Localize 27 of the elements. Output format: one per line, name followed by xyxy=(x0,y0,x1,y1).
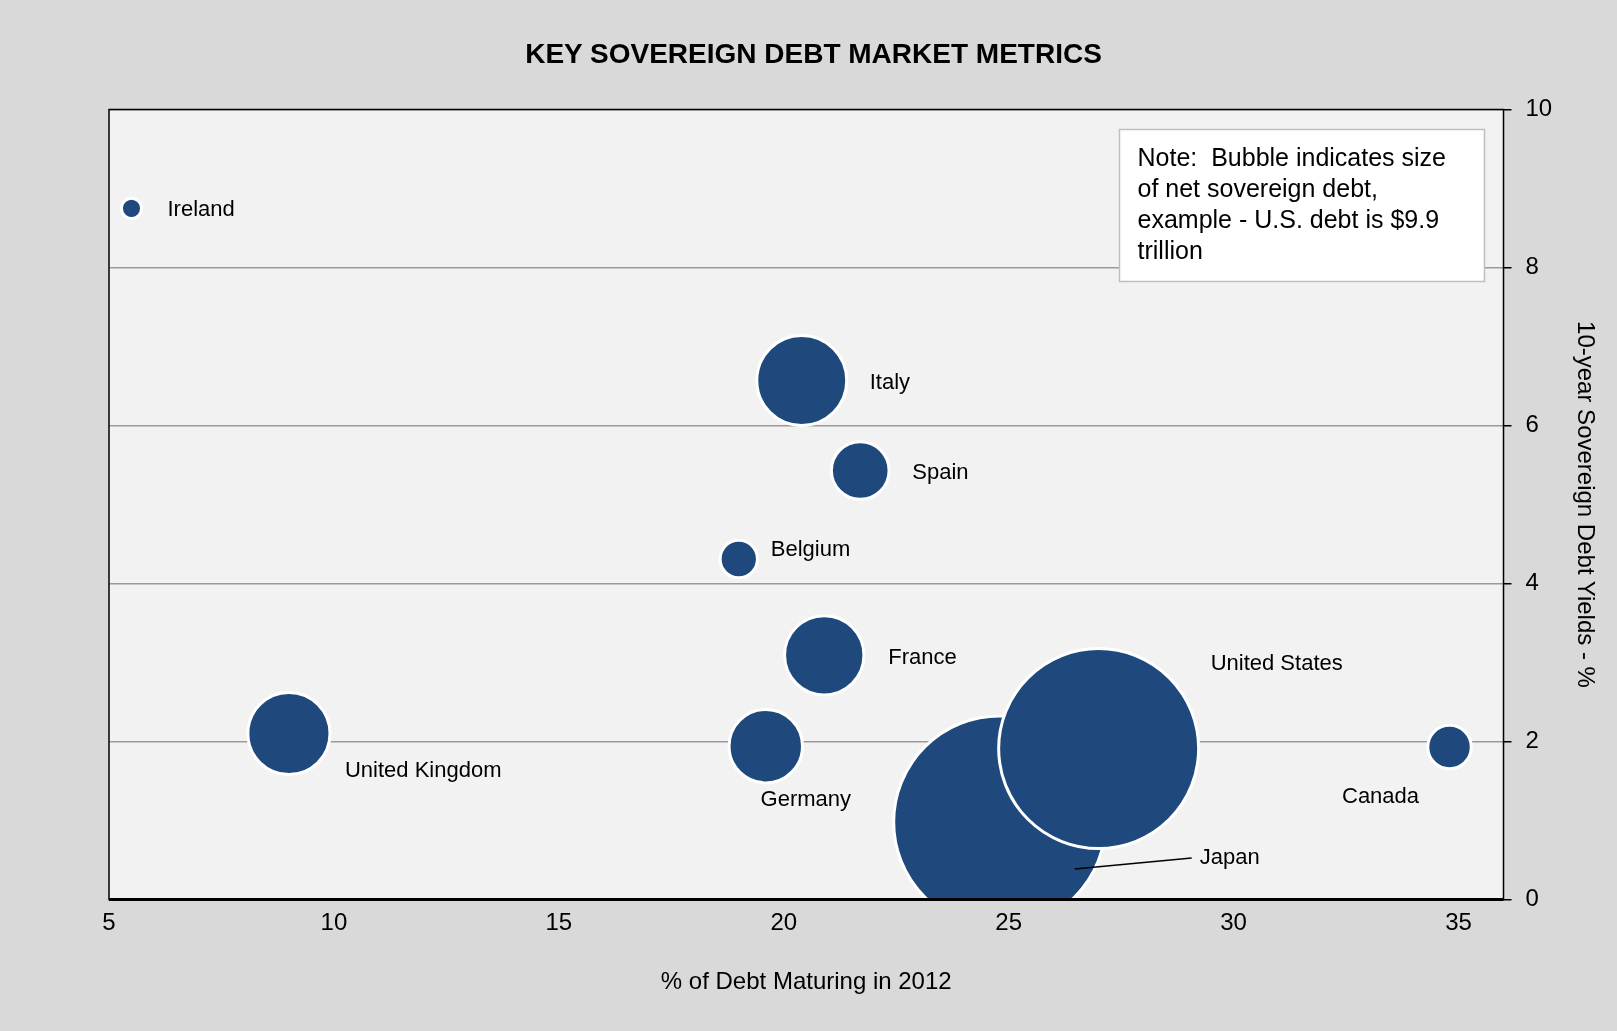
y-tick-label: 4 xyxy=(1525,568,1539,596)
series-label: Canada xyxy=(1341,783,1420,809)
series-label: Germany xyxy=(760,786,852,812)
series-label: Italy xyxy=(869,368,911,394)
y-tick-label: 8 xyxy=(1525,252,1539,280)
y2-axis-title: 10-year Sovereign Debt Yields - % xyxy=(1572,321,1600,688)
x-tick-label: 10 xyxy=(320,908,348,936)
y-tick-label: 2 xyxy=(1525,726,1539,754)
text: Japan xyxy=(1199,844,1260,870)
y-tick-label: 0 xyxy=(1525,884,1539,912)
chart-title: KEY SOVEREIGN DEBT MARKET METRICS xyxy=(525,37,1102,69)
y-tick-label: 10 xyxy=(1525,94,1553,122)
x-axis-title: % of Debt Maturing in 2012 xyxy=(660,967,952,995)
x-tick-label: 35 xyxy=(1445,908,1472,936)
series-label: France xyxy=(888,644,957,670)
x-tick-label: 30 xyxy=(1220,908,1247,936)
series-label: Ireland xyxy=(167,196,235,222)
series-label: United Kingdom xyxy=(344,756,502,782)
x-tick-label: 25 xyxy=(995,908,1023,936)
x-tick-label: 15 xyxy=(545,908,573,936)
x-tick-label: 20 xyxy=(770,908,798,936)
x-tick-label: 5 xyxy=(102,908,116,936)
series-label: Spain xyxy=(912,458,969,484)
annotation: Note: Bubble indicates size of net sovereign debt, example - U.S. debt is $9.9 trillion xyxy=(1137,142,1447,264)
y-tick-label: 6 xyxy=(1525,410,1539,438)
series-label: Belgium xyxy=(770,536,851,562)
series-label: United States xyxy=(1210,649,1343,675)
